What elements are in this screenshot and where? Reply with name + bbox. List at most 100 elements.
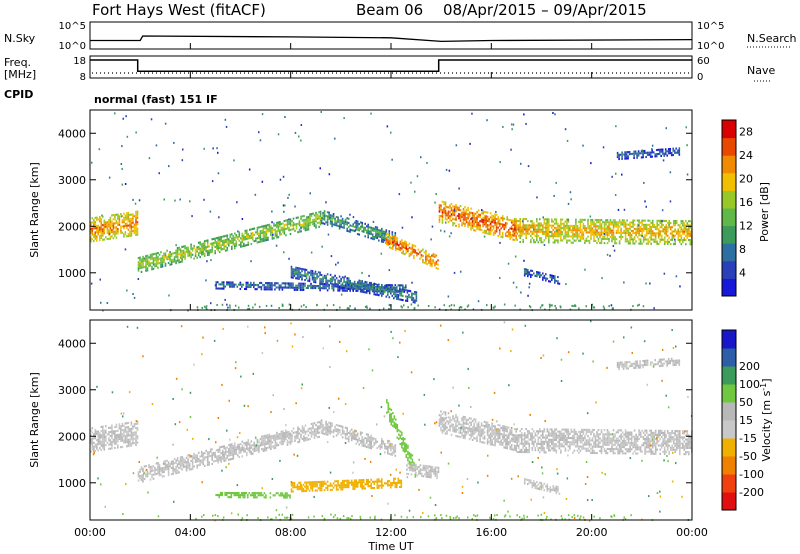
velocity-cell	[215, 455, 218, 458]
power-cell	[114, 230, 116, 233]
power-cell	[268, 282, 270, 285]
velocity-cell	[117, 429, 119, 432]
velocity-cell	[437, 466, 440, 469]
power-cell	[120, 213, 122, 216]
power-cell	[609, 219, 612, 222]
power-cell	[551, 274, 553, 277]
power-scatter	[388, 269, 391, 272]
power-cell	[399, 240, 402, 243]
power-cell	[590, 231, 592, 234]
power-cell	[540, 237, 543, 240]
velocity-cell	[164, 468, 167, 471]
velocity-cell	[381, 442, 383, 445]
power-cell	[515, 237, 517, 240]
power-cell	[135, 219, 137, 222]
power-scatter	[542, 216, 544, 219]
power-cell	[358, 223, 360, 226]
velocity-cell	[401, 431, 403, 434]
power-cell	[618, 158, 620, 161]
power-cell	[265, 228, 268, 231]
velocity-cell	[282, 430, 284, 433]
velocity-cell	[402, 437, 405, 440]
power-ground	[278, 307, 280, 309]
power-cell	[459, 215, 462, 218]
power-cell	[270, 233, 272, 236]
velocity-cell	[208, 463, 210, 466]
power-cell	[686, 222, 689, 225]
power-cell	[426, 256, 429, 259]
power-cell	[462, 220, 465, 223]
power-cell	[299, 267, 302, 270]
power-cell	[443, 201, 445, 204]
power-cell	[470, 224, 472, 227]
power-cell	[686, 236, 689, 239]
power-cell	[546, 220, 549, 223]
power-cell	[331, 218, 333, 221]
power-cell	[194, 255, 197, 258]
power-cell	[576, 229, 579, 232]
power-cell	[579, 229, 582, 232]
power-cell	[323, 285, 326, 288]
velocity-cell	[428, 471, 431, 474]
power-cell	[675, 151, 677, 154]
velocity-cell	[181, 468, 183, 471]
power-cell	[285, 234, 287, 237]
velocity-cell	[346, 431, 348, 434]
power-cell	[126, 216, 128, 219]
power-scatter	[523, 259, 525, 262]
power-cell	[620, 221, 622, 224]
power-cell	[530, 234, 532, 237]
velocity-cell	[149, 478, 152, 481]
power-scatter	[453, 271, 456, 274]
power-cell	[376, 234, 379, 237]
power-scatter	[521, 220, 524, 223]
power-scatter	[606, 253, 609, 256]
power-cell	[686, 234, 689, 237]
power-cell	[554, 235, 556, 238]
velocity-cell	[291, 436, 293, 439]
velocity-cell	[166, 459, 168, 462]
power-cell	[388, 284, 391, 287]
power-cell	[97, 224, 100, 227]
power-cell	[99, 220, 101, 223]
power-cell	[224, 239, 227, 242]
power-cell	[561, 231, 564, 234]
power-cell	[244, 244, 247, 247]
velocity-cell	[334, 429, 336, 432]
velocity-cell	[419, 468, 422, 471]
velocity-cell	[407, 450, 409, 453]
velocity-cell	[145, 475, 147, 478]
velocity-cell	[398, 429, 400, 432]
velocity-cell	[200, 459, 203, 462]
power-cell	[465, 221, 468, 224]
power-cell	[216, 281, 219, 284]
power-cell	[205, 250, 207, 253]
power-cell	[396, 239, 399, 242]
power-cell	[386, 236, 388, 239]
power-cell	[543, 218, 546, 221]
velocity-cell	[352, 433, 354, 436]
velocity-cell	[434, 466, 437, 469]
velocity-cell	[274, 444, 277, 447]
power-cell	[304, 229, 307, 232]
power-cell	[202, 248, 204, 251]
power-cell	[677, 232, 680, 235]
power-cell	[367, 236, 369, 239]
velocity-cell	[270, 443, 272, 446]
power-cell	[356, 289, 359, 292]
power-scatter	[460, 270, 462, 273]
power-cell	[639, 240, 642, 243]
power-cell	[626, 229, 628, 232]
velocity-cell	[250, 440, 253, 443]
power-cell	[231, 245, 233, 248]
velocity-cell	[427, 473, 429, 476]
velocity-cell	[161, 471, 164, 474]
power-cell	[356, 226, 359, 229]
velocity-cell	[179, 462, 182, 465]
power-cell	[688, 234, 690, 237]
power-cell	[373, 282, 375, 285]
power-cell	[322, 285, 324, 288]
velocity-cell	[229, 454, 232, 457]
power-scatter	[641, 149, 644, 152]
power-cell	[554, 226, 556, 229]
